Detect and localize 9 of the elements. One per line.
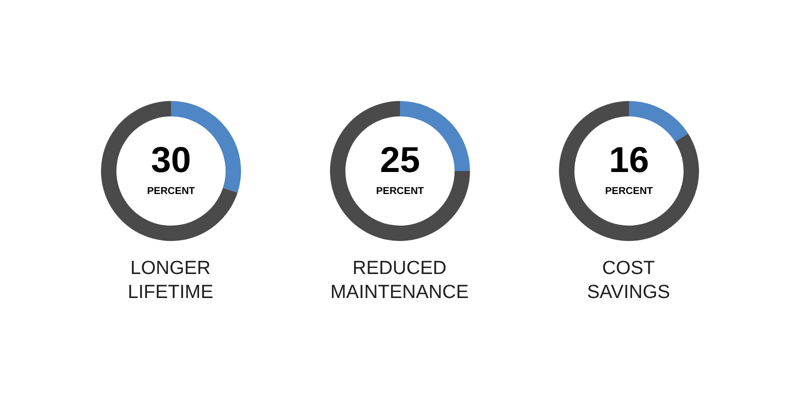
text: PERCENT [376,186,424,197]
text: REDUCED MAINTENANCE [330,257,469,305]
data-label: 16 [608,138,649,180]
text: COST SAVINGS [586,257,670,305]
data-label: 25 [379,138,420,180]
text: PERCENT [146,186,194,197]
text: LONGER LIFETIME [128,257,214,305]
text: PERCENT [604,186,652,197]
data-label: 30 [150,138,191,180]
